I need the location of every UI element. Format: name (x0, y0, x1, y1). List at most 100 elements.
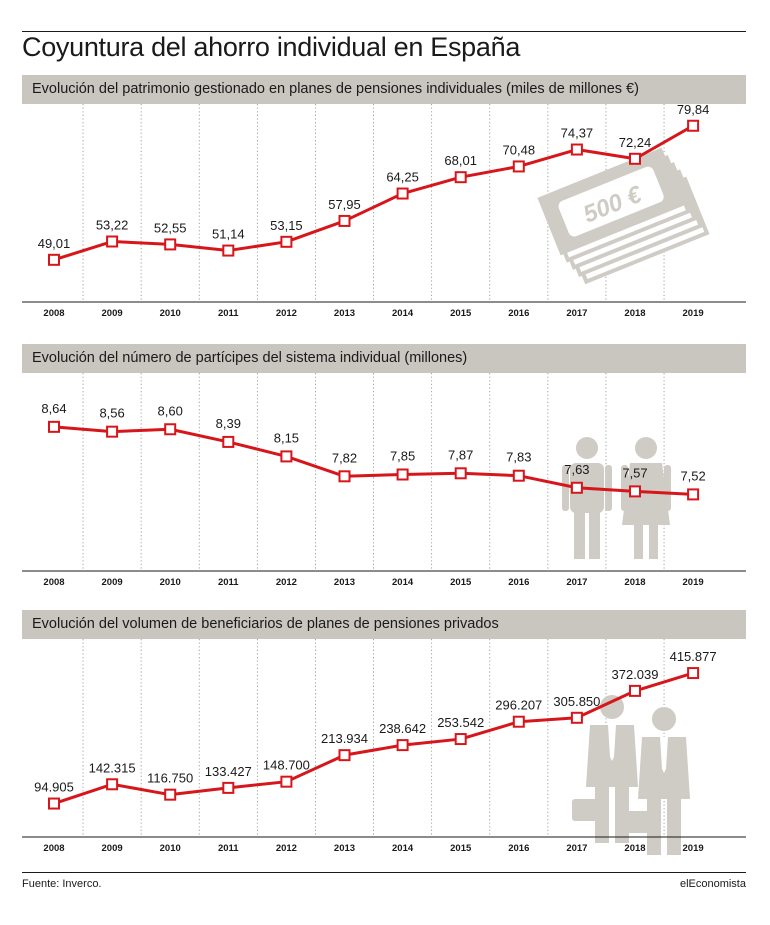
data-point-marker (454, 733, 467, 746)
data-label: 51,14 (212, 227, 245, 242)
data-label: 7,57 (622, 465, 647, 480)
data-point-marker (164, 238, 177, 251)
data-label: 296.207 (495, 698, 542, 713)
x-tick-label: 2019 (683, 308, 704, 319)
x-tick-label: 2008 (43, 308, 64, 319)
woman-figure-head (635, 437, 657, 459)
data-point-marker (454, 171, 467, 184)
data-label: 52,55 (154, 220, 187, 235)
data-point-marker (396, 187, 409, 200)
x-tick-label: 2015 (450, 308, 472, 319)
x-tick-label: 2012 (276, 577, 297, 588)
data-label: 70,48 (503, 142, 536, 157)
x-tick-label: 2012 (276, 308, 297, 319)
data-points: 8,64 8,56 8,60 8,39 8,15 7,82 7,85 7,87 7,83 7,63… (41, 401, 706, 501)
data-point-marker (512, 469, 525, 482)
data-point-marker (338, 470, 351, 483)
man-figure-arm-right (605, 465, 612, 511)
chart-header: Evolución del patrimonio gestionado en p… (22, 75, 746, 104)
top-rule (22, 31, 746, 32)
data-point-marker (280, 775, 293, 788)
data-label: 7,85 (390, 449, 415, 464)
woman-figure-arm-left (621, 465, 628, 511)
data-point-marker (106, 425, 119, 438)
data-label: 64,25 (386, 170, 419, 185)
line-chart-participes: 2008 2009 2010 2011 2012 2013 2014 2015 2016 2017… (22, 373, 746, 588)
data-point-marker (629, 152, 641, 165)
x-tick-labels: 2008 2009 2010 2011 2012 2013 2014 2015 2016 2017… (43, 308, 703, 319)
man-figure-arm-left (562, 465, 569, 511)
data-point-marker (222, 781, 235, 794)
businessman-back-briefcase (572, 799, 600, 821)
woman-figure-arm-right (664, 465, 671, 511)
x-tick-label: 2018 (624, 577, 645, 588)
data-label: 79,84 (677, 104, 710, 117)
x-tick-label: 2015 (450, 843, 472, 854)
x-tick-label: 2011 (218, 843, 239, 854)
x-tick-label: 2013 (334, 843, 355, 854)
x-tick-label: 2014 (392, 577, 414, 588)
x-tick-label: 2017 (566, 577, 587, 588)
data-point-marker (687, 488, 700, 501)
gridlines (82, 373, 665, 571)
data-point-marker (164, 423, 177, 436)
businessman-front-briefcase (624, 811, 652, 833)
x-tick-label: 2011 (218, 577, 239, 588)
data-label: 148.700 (263, 758, 310, 773)
x-tick-label: 2018 (624, 308, 645, 319)
data-point-marker (570, 711, 583, 724)
data-label: 57,95 (328, 197, 361, 212)
data-point-marker (629, 485, 641, 498)
data-label: 213.934 (321, 731, 368, 746)
x-tick-label: 2017 (566, 843, 587, 854)
data-point-marker (280, 450, 293, 463)
x-tick-label: 2009 (102, 843, 123, 854)
businessman-front-leg-right (667, 797, 681, 855)
x-tick-label: 2014 (392, 843, 414, 854)
businessman-back (572, 695, 638, 843)
footer-rule (22, 872, 746, 873)
x-tick-label: 2013 (334, 308, 355, 319)
x-tick-label: 2009 (102, 308, 123, 319)
data-point-marker (629, 684, 641, 697)
data-label: 74,37 (561, 126, 594, 141)
page-title: Coyuntura del ahorro individual en Españ… (22, 32, 521, 62)
x-tick-label: 2010 (160, 308, 181, 319)
data-point-marker (396, 739, 409, 752)
x-tick-label: 2008 (43, 577, 64, 588)
data-label: 53,15 (270, 218, 303, 233)
businessman-front (624, 707, 690, 855)
data-label: 415.877 (670, 649, 717, 664)
data-label: 8,56 (99, 406, 124, 421)
data-point-marker (454, 467, 467, 480)
woman-figure-dress (622, 463, 670, 525)
data-point-marker (106, 778, 119, 791)
data-label: 7,63 (564, 462, 589, 477)
data-point-marker (396, 468, 409, 481)
data-point-marker (222, 244, 235, 257)
data-label: 116.750 (147, 771, 193, 786)
chart-title: Evolución del número de partícipes del s… (32, 350, 468, 366)
x-tick-label: 2013 (334, 577, 355, 588)
x-tick-label: 2016 (508, 843, 529, 854)
data-point-marker (222, 435, 235, 448)
x-tick-label: 2018 (624, 843, 645, 854)
woman-figure (621, 437, 671, 559)
data-label: 142.315 (89, 760, 136, 775)
series-line (53, 671, 694, 805)
data-label: 7,83 (506, 450, 531, 465)
data-label: 133.427 (205, 764, 252, 779)
businessmen-icon (572, 695, 690, 855)
data-points: 49,01 53,22 52,55 51,14 53,15 57,95 64,25 68,01… (38, 104, 710, 266)
x-tick-labels: 2008 2009 2010 2011 2012 2013 2014 2015 2016 2017… (43, 577, 703, 588)
x-tick-label: 2019 (683, 577, 704, 588)
data-point-marker (48, 797, 60, 810)
banknotes-icon: 500 € (537, 147, 710, 285)
x-tick-label: 2014 (392, 308, 414, 319)
x-tick-label: 2011 (218, 308, 239, 319)
data-label: 253.542 (437, 715, 484, 730)
data-point-marker (280, 235, 293, 248)
data-point-marker (164, 788, 177, 801)
man-woman-icon (562, 437, 671, 559)
data-point-marker (687, 667, 700, 680)
